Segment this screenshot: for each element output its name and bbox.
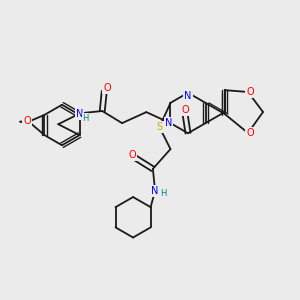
Text: N: N (184, 91, 192, 101)
Text: N: N (76, 109, 83, 119)
Text: O: O (23, 116, 31, 127)
Text: O: O (23, 117, 31, 127)
Text: H: H (160, 189, 166, 198)
Text: H: H (82, 114, 88, 123)
Text: N: N (165, 118, 172, 128)
Text: O: O (246, 87, 254, 97)
Text: O: O (103, 83, 111, 93)
Text: O: O (246, 128, 254, 138)
Text: O: O (128, 150, 136, 160)
Text: S: S (156, 122, 163, 132)
Text: O: O (181, 105, 189, 116)
Text: N: N (152, 186, 159, 196)
